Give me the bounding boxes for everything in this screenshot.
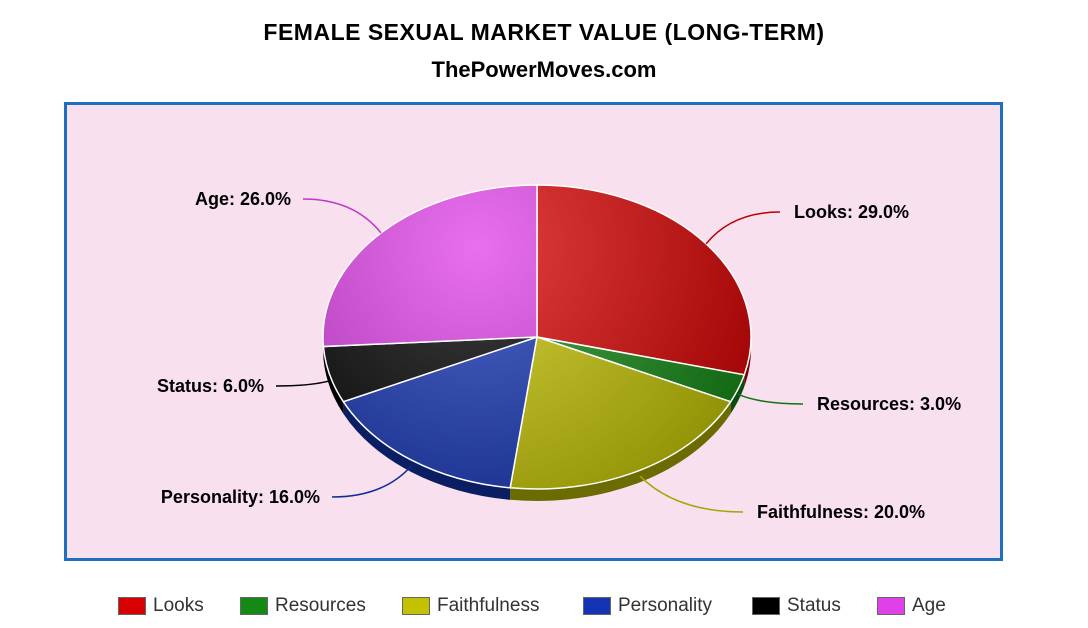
data-label-status: Status: 6.0% <box>157 376 264 396</box>
chart-title: FEMALE SEXUAL MARKET VALUE (LONG-TERM) <box>263 19 825 45</box>
legend-swatch-faithfulness <box>402 597 430 615</box>
legend-label-faithfulness: Faithfulness <box>437 595 540 616</box>
data-label-resources: Resources: 3.0% <box>817 394 961 414</box>
legend-swatch-age <box>877 597 905 615</box>
data-label-personality: Personality: 16.0% <box>161 487 320 507</box>
legend-label-age: Age <box>912 595 946 616</box>
pie-chart: Looks: 29.0% Resources: 3.0% Faithfulness:… <box>157 184 961 522</box>
leader-line-resources <box>738 393 804 405</box>
leader-line-age <box>302 198 382 234</box>
pie-slice-faithfulness <box>509 336 732 490</box>
legend-item-looks: Looks <box>118 592 204 620</box>
leader-line-looks <box>705 211 781 245</box>
pie-side-personality <box>343 401 511 500</box>
legend-item-status: Status <box>752 592 841 620</box>
data-label-looks: Looks: 29.0% <box>794 202 909 222</box>
legend-label-resources: Resources <box>275 595 366 616</box>
leader-line-status <box>275 380 330 387</box>
legend-item-resources: Resources <box>240 592 366 620</box>
legend-label-status: Status <box>787 595 841 616</box>
legend-label-looks: Looks <box>153 595 204 616</box>
legend-swatch-looks <box>118 597 146 615</box>
legend-swatch-resources <box>240 597 268 615</box>
pie-side-status <box>323 346 344 414</box>
legend-item-age: Age <box>877 592 946 620</box>
legend-item-personality: Personality <box>583 592 712 620</box>
pie-slice-age <box>322 184 538 348</box>
legend-swatch-status <box>752 597 780 615</box>
chart-legend: Looks Resources Faithfulness Personality… <box>0 592 1088 620</box>
legend-label-personality: Personality <box>618 595 712 616</box>
chart-subtitle: ThePowerMoves.com <box>431 57 657 82</box>
pie-slice-personality <box>342 335 538 489</box>
legend-item-faithfulness: Faithfulness <box>402 592 539 620</box>
plot-area: Looks: 29.0% Resources: 3.0% Faithfulness:… <box>64 102 1003 561</box>
data-label-faithfulness: Faithfulness: 20.0% <box>757 502 925 522</box>
pie-side-faithfulness <box>510 401 731 501</box>
legend-swatch-personality <box>583 597 611 615</box>
leader-line-personality <box>331 465 412 498</box>
pie-side-looks <box>744 337 751 387</box>
leader-line-faithfulness <box>639 475 744 513</box>
data-label-age: Age: 26.0% <box>195 189 291 209</box>
